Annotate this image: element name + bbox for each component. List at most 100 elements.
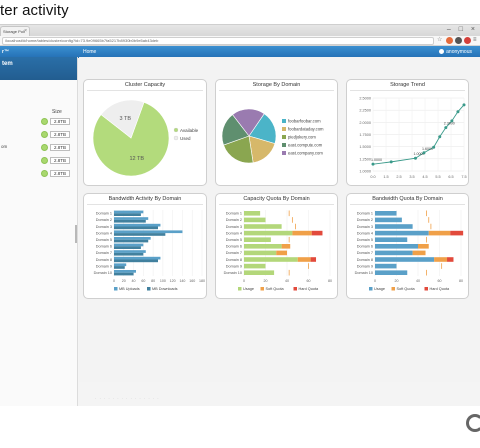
data-point xyxy=(450,119,454,123)
bookmark-star-icon[interactable]: ☆ xyxy=(437,37,443,43)
category-label: Domain 8 xyxy=(96,258,112,262)
bar xyxy=(114,243,144,247)
legend-label: Hard Quota xyxy=(430,287,451,291)
window-controls[interactable]: – □ × xyxy=(446,26,478,33)
sidebar-domain-row[interactable]: 2.8TB xyxy=(0,130,76,139)
bar xyxy=(434,257,448,262)
series-line xyxy=(372,104,465,165)
menu-icon[interactable]: ≡ xyxy=(473,37,477,43)
user-name: anonymous xyxy=(446,49,472,55)
bar xyxy=(114,250,146,253)
sidebar-domain-row[interactable]: 2.8TB xyxy=(0,117,76,126)
bar xyxy=(375,224,413,229)
bar xyxy=(114,217,149,220)
y-tick-label: 2.2500 xyxy=(359,109,371,113)
x-tick-label: 40 xyxy=(416,279,420,283)
bar xyxy=(114,259,158,263)
legend-swatch xyxy=(238,287,242,291)
category-label: Domain 2 xyxy=(96,218,112,222)
tab-strip: Storage Poli × – □ × xyxy=(0,25,480,36)
extension-icon[interactable] xyxy=(464,37,471,44)
x-tick-label: 0 xyxy=(243,279,245,283)
status-dot-icon xyxy=(41,131,48,138)
panel-title: Storage Trend xyxy=(390,82,425,88)
category-label: Domain 1 xyxy=(357,212,373,216)
category-label: Domain 8 xyxy=(226,258,242,262)
domain-size-badge: 2.8TB xyxy=(50,157,70,164)
category-label: Domain 5 xyxy=(226,238,242,242)
bar xyxy=(375,263,397,269)
home-link[interactable]: Home xyxy=(83,49,97,55)
bar xyxy=(418,244,429,249)
address-bar[interactable]: /localhost/#/home/tables/cluster/config?… xyxy=(2,37,434,45)
status-dot-icon xyxy=(41,144,48,151)
legend-label: east.compute.com xyxy=(288,143,323,148)
data-point xyxy=(422,151,426,155)
legend-swatch xyxy=(391,287,395,291)
user-menu[interactable]: anonymous xyxy=(439,46,472,58)
data-point xyxy=(462,103,466,107)
legend-swatch xyxy=(173,135,179,141)
footer-divider: · · · · · · · · · · · · · · · xyxy=(95,396,160,401)
legend-label: Hard Quota xyxy=(299,287,320,291)
legend-label: MB Uploads xyxy=(119,287,140,291)
sidebar-domain-row[interactable]: 2.8TB xyxy=(0,156,76,165)
x-tick-label: 20 xyxy=(122,279,126,283)
x-tick-label: 80 xyxy=(459,279,463,283)
legend-swatch xyxy=(424,287,428,291)
bandwidth-quota-chart: 0 20 40 60 80 Domain 1 Domain 2 Domain 3 Domain … xyxy=(355,210,464,291)
legend-swatch xyxy=(282,127,286,131)
x-tick-label: 4.5 xyxy=(422,175,427,179)
sidebar-domain-row[interactable]: 2.8TB xyxy=(0,169,76,178)
category-label: Domain 6 xyxy=(357,245,373,249)
y-tick-label: 1.5000 xyxy=(359,145,371,149)
legend-swatch xyxy=(260,287,264,291)
bar xyxy=(244,230,293,236)
browser-tab[interactable]: Storage Poli × xyxy=(0,26,30,36)
close-tab-icon[interactable]: × xyxy=(24,28,27,34)
cluster-capacity-chart: 12 TB 3 TB Available Used xyxy=(92,99,199,177)
category-label: Domain 4 xyxy=(357,231,373,235)
storage-trend-panel: Storage Trend 1.0000 1.2500 1.5000 1.7500 2.… xyxy=(346,79,469,186)
bar xyxy=(375,217,402,223)
pie-slice xyxy=(223,135,254,164)
category-label: Domain 7 xyxy=(357,251,373,255)
x-tick-label: 40 xyxy=(132,279,136,283)
x-tick-label: 20 xyxy=(264,279,268,283)
sidebar-domain-row[interactable]: om 2.8TB xyxy=(0,143,76,152)
y-tick-label: 2.0000 xyxy=(359,121,371,125)
sidebar-scrollbar[interactable] xyxy=(75,225,77,243)
address-bar-row: /localhost/#/home/tables/cluster/config?… xyxy=(0,36,480,46)
x-tick-label: 7.5 xyxy=(461,175,466,179)
category-label: Domain 2 xyxy=(357,218,373,222)
capacity-quota-chart: 0 20 40 60 80 Domain 1 Domain 2 Domain 3 Domain … xyxy=(224,210,332,291)
category-label: Domain 10 xyxy=(224,271,242,275)
extension-icon[interactable] xyxy=(455,37,462,44)
category-label: Domain 6 xyxy=(96,245,112,249)
x-tick-label: 20 xyxy=(395,279,399,283)
bar xyxy=(375,244,418,249)
y-tick-label: 2.5000 xyxy=(359,97,371,101)
dashboard: Cluster Capacity 12 TB 3 TB Available Used … xyxy=(79,57,480,382)
bar xyxy=(244,211,261,216)
bar xyxy=(114,233,166,236)
domain-size-badge: 2.8TB xyxy=(50,144,70,151)
x-tick-label: 80 xyxy=(328,279,332,283)
legend-label: Soft Quota xyxy=(266,287,285,291)
x-tick-label: 3.5 xyxy=(409,175,414,179)
data-point xyxy=(413,156,417,160)
legend-label: foobarfoobar.com xyxy=(288,119,321,124)
pie-value-label: 3 TB xyxy=(120,116,132,122)
extension-icon[interactable] xyxy=(446,37,453,44)
bar xyxy=(244,217,266,223)
bar xyxy=(114,252,144,256)
x-tick-label: 5.5 xyxy=(435,175,440,179)
category-label: Domain 2 xyxy=(226,218,242,222)
data-point xyxy=(371,162,375,166)
x-tick-label: 0 xyxy=(113,279,115,283)
storage-trend-chart: 1.00001.25001.50001.75002.00002.25002.50… xyxy=(359,97,466,180)
status-dot-icon xyxy=(41,118,48,125)
bandwidth-quota-panel: Bandwidth Quota By Domain 0 20 40 60 80 Domai… xyxy=(346,193,469,299)
category-label: Domain 7 xyxy=(226,251,242,255)
bar xyxy=(292,230,312,236)
